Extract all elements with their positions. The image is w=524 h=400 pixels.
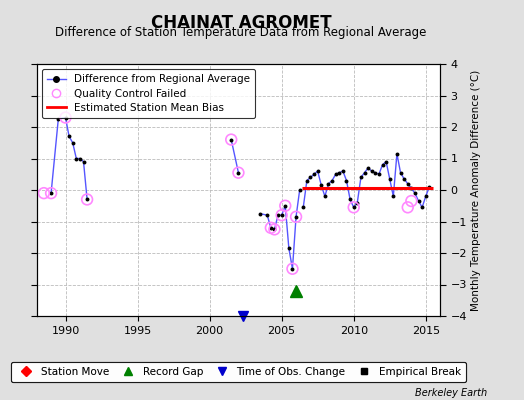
Point <box>361 170 369 176</box>
Point <box>281 202 289 209</box>
Point <box>418 204 427 210</box>
Point <box>313 168 322 174</box>
Point <box>75 155 84 162</box>
Point <box>421 193 430 200</box>
Point <box>267 225 275 231</box>
Point <box>371 170 379 176</box>
Point <box>292 214 300 220</box>
Point <box>234 170 243 176</box>
Point <box>389 193 398 200</box>
Point <box>367 168 376 174</box>
Point <box>317 182 325 188</box>
Point <box>332 171 340 178</box>
Point <box>267 225 275 231</box>
Point <box>299 204 308 210</box>
Point <box>47 190 56 196</box>
Point <box>296 187 304 193</box>
Point <box>324 180 333 187</box>
Point <box>274 212 282 218</box>
Point <box>414 198 423 204</box>
Point <box>61 114 70 121</box>
Point <box>83 196 91 203</box>
Point <box>303 177 311 184</box>
Point <box>350 204 358 210</box>
Legend: Station Move, Record Gap, Time of Obs. Change, Empirical Break: Station Move, Record Gap, Time of Obs. C… <box>11 362 466 382</box>
Point <box>285 245 293 252</box>
Point <box>277 212 286 218</box>
Point <box>306 174 314 181</box>
Point <box>403 204 412 210</box>
Point <box>69 140 77 146</box>
Point <box>386 176 394 182</box>
Point <box>396 170 405 176</box>
Text: Berkeley Earth: Berkeley Earth <box>415 388 487 398</box>
Point <box>393 150 401 157</box>
Point <box>288 266 297 272</box>
Point <box>357 174 365 181</box>
Point <box>403 180 412 187</box>
Point <box>79 158 88 165</box>
Point <box>342 177 351 184</box>
Point <box>353 199 362 206</box>
Point <box>227 136 235 143</box>
Y-axis label: Monthly Temperature Anomaly Difference (°C): Monthly Temperature Anomaly Difference (… <box>471 69 481 311</box>
Point <box>407 198 416 204</box>
Text: CHAINAT AGROMET: CHAINAT AGROMET <box>151 14 331 32</box>
Point <box>270 226 279 232</box>
Point <box>339 168 347 174</box>
Point <box>61 114 70 121</box>
Point <box>47 190 56 196</box>
Point <box>227 136 235 143</box>
Point <box>83 196 91 203</box>
Point <box>346 196 354 203</box>
Point <box>54 116 62 122</box>
Point <box>350 204 358 210</box>
Text: Difference of Station Temperature Data from Regional Average: Difference of Station Temperature Data f… <box>56 26 427 39</box>
Point <box>400 176 408 182</box>
Point <box>288 266 297 272</box>
Point <box>40 190 48 196</box>
Point <box>65 133 73 140</box>
Point <box>382 158 390 165</box>
Point <box>281 202 289 209</box>
Point <box>270 226 279 232</box>
Point <box>277 212 286 218</box>
Point <box>328 177 336 184</box>
Point <box>292 214 300 220</box>
Point <box>407 185 416 192</box>
Point <box>310 171 318 178</box>
Point <box>364 165 373 171</box>
Point <box>375 171 383 178</box>
Point <box>411 190 419 196</box>
Point <box>72 155 81 162</box>
Point <box>335 170 343 176</box>
Point <box>234 170 243 176</box>
Point <box>263 212 271 218</box>
Point <box>425 184 433 190</box>
Point <box>256 210 264 217</box>
Legend: Difference from Regional Average, Quality Control Failed, Estimated Station Mean: Difference from Regional Average, Qualit… <box>42 69 255 118</box>
Point <box>321 193 329 200</box>
Point <box>378 162 387 168</box>
